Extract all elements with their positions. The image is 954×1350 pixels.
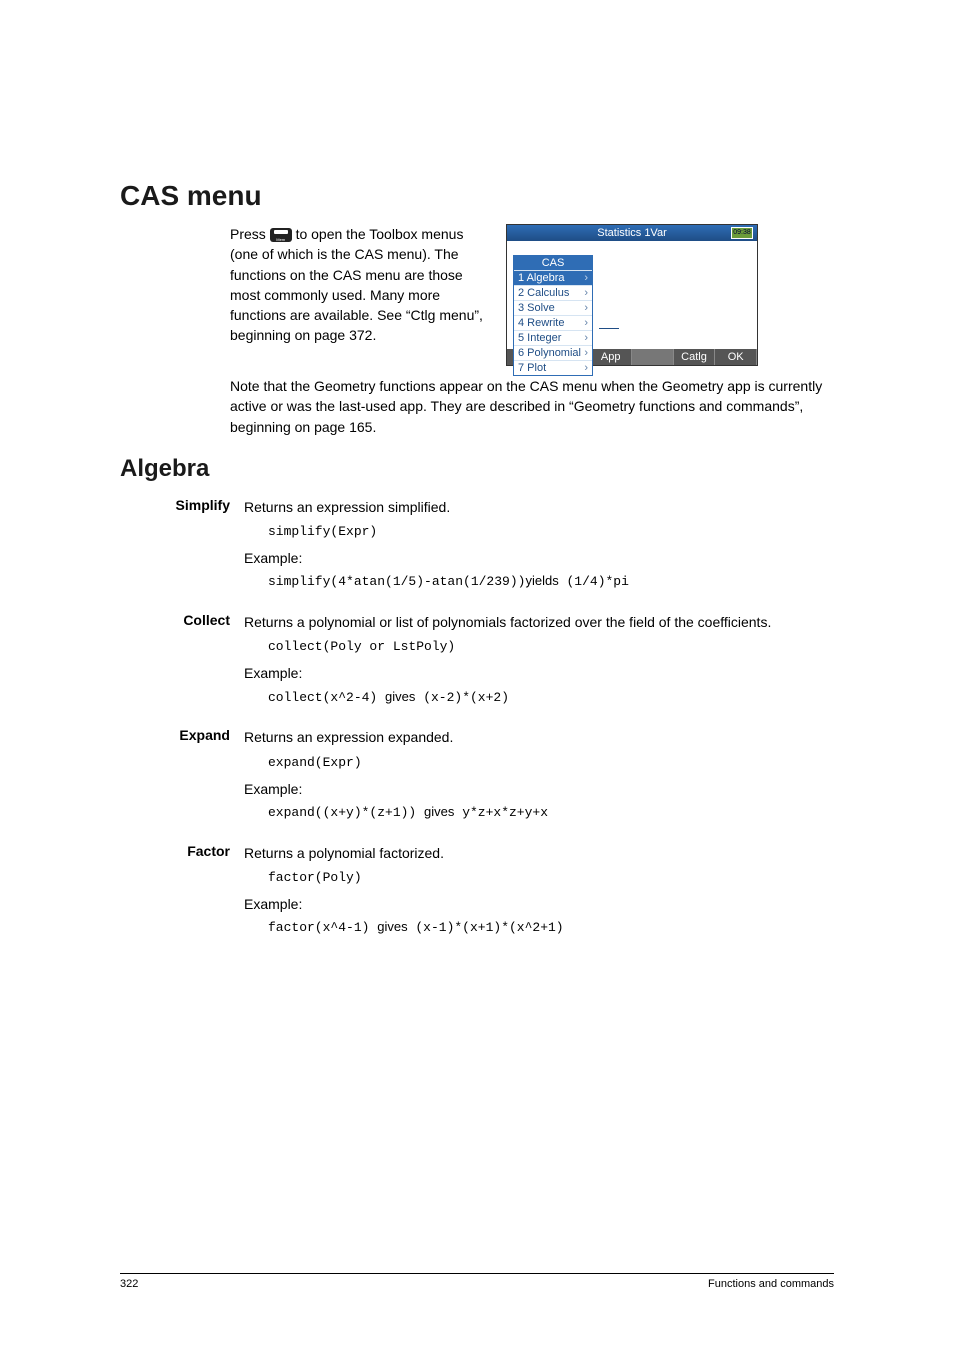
calc-menu-item: 3 Solve› (514, 300, 592, 315)
calc-plot-area (599, 248, 753, 342)
intro-after-icon: to open the Toolbox menus (one of which … (230, 226, 483, 343)
calc-menu-item: 6 Polynomial› (514, 345, 592, 360)
entry-label: Collect (120, 612, 244, 713)
calc-menu-header: CAS (514, 256, 592, 270)
calc-body: CAS 1 Algebra›2 Calculus›3 Solve›4 Rewri… (507, 241, 757, 349)
entry-desc: Returns an expression expanded. (244, 727, 834, 747)
calc-softkey: OK (715, 349, 757, 365)
entries-container: SimplifyReturns an expression simplified… (120, 497, 834, 944)
entry-example: simplify(4*atan(1/5)-atan(1/239))yields … (268, 572, 834, 592)
entry-example-label: Example: (244, 663, 834, 683)
entry-desc: Returns a polynomial or list of polynomi… (244, 612, 834, 632)
entry-example: collect(x^2-4) gives (x-2)*(x+2) (268, 688, 834, 708)
entry-body: Returns an expression expanded. expand(Ex… (244, 727, 834, 828)
entry-example-label: Example: (244, 894, 834, 914)
calc-cas-menu: CAS 1 Algebra›2 Calculus›3 Solve›4 Rewri… (513, 255, 593, 376)
calc-menu-item: 1 Algebra› (514, 270, 592, 285)
entry-syntax: collect(Poly or LstPoly) (268, 638, 834, 657)
entry-body: Returns a polynomial factorized. factor(P… (244, 843, 834, 944)
page: CAS menu Press to open the Toolbox menus… (0, 0, 954, 1350)
entry-example: expand((x+y)*(z+1)) gives y*z+x*z+y+x (268, 803, 834, 823)
function-entry: FactorReturns a polynomial factorized. fa… (120, 843, 834, 944)
function-entry: ExpandReturns an expression expanded. exp… (120, 727, 834, 828)
intro-note: Note that the Geometry functions appear … (120, 376, 834, 437)
heading-algebra: Algebra (120, 455, 834, 483)
function-entry: SimplifyReturns an expression simplified… (120, 497, 834, 598)
entry-example-label: Example: (244, 548, 834, 568)
entry-syntax: factor(Poly) (268, 869, 834, 888)
page-number: 322 (120, 1278, 138, 1290)
entry-body: Returns an expression simplified. simplif… (244, 497, 834, 598)
calc-menu-item: 4 Rewrite› (514, 315, 592, 330)
entry-desc: Returns a polynomial factorized. (244, 843, 834, 863)
calc-window: Statistics 1Var 09:38 CAS 1 Algebra›2 Ca… (506, 224, 758, 366)
toolbox-key-icon (270, 228, 292, 242)
entry-label: Expand (120, 727, 244, 828)
intro-prefix: Press (230, 226, 270, 242)
entry-label: Factor (120, 843, 244, 944)
entry-syntax: simplify(Expr) (268, 523, 834, 542)
calc-softkey: Catlg (674, 349, 716, 365)
calc-plotline (599, 328, 619, 329)
intro-text: Press to open the Toolbox menus (one of … (120, 224, 490, 366)
calc-softkey: App (590, 349, 632, 365)
entry-desc: Returns an expression simplified. (244, 497, 834, 517)
entry-body: Returns a polynomial or list of polynomi… (244, 612, 834, 713)
intro-row: Press to open the Toolbox menus (one of … (120, 224, 834, 366)
entry-example-label: Example: (244, 779, 834, 799)
calc-menu-item: 7 Plot› (514, 360, 592, 375)
calc-clock: 09:38 (731, 227, 753, 239)
page-footer: 322 Functions and commands (120, 1273, 834, 1290)
entry-example: factor(x^4-1) gives (x-1)*(x+1)*(x^2+1) (268, 918, 834, 938)
calc-title-text: Statistics 1Var (597, 227, 667, 239)
calc-menu-item: 2 Calculus› (514, 285, 592, 300)
entry-label: Simplify (120, 497, 244, 598)
calculator-screenshot: Statistics 1Var 09:38 CAS 1 Algebra›2 Ca… (506, 224, 758, 366)
calc-menu-item: 5 Integer› (514, 330, 592, 345)
heading-cas-menu: CAS menu (120, 180, 834, 212)
calc-titlebar: Statistics 1Var 09:38 (507, 225, 757, 241)
function-entry: CollectReturns a polynomial or list of p… (120, 612, 834, 713)
footer-right: Functions and commands (708, 1278, 834, 1290)
calc-softkey (632, 349, 674, 365)
entry-syntax: expand(Expr) (268, 754, 834, 773)
